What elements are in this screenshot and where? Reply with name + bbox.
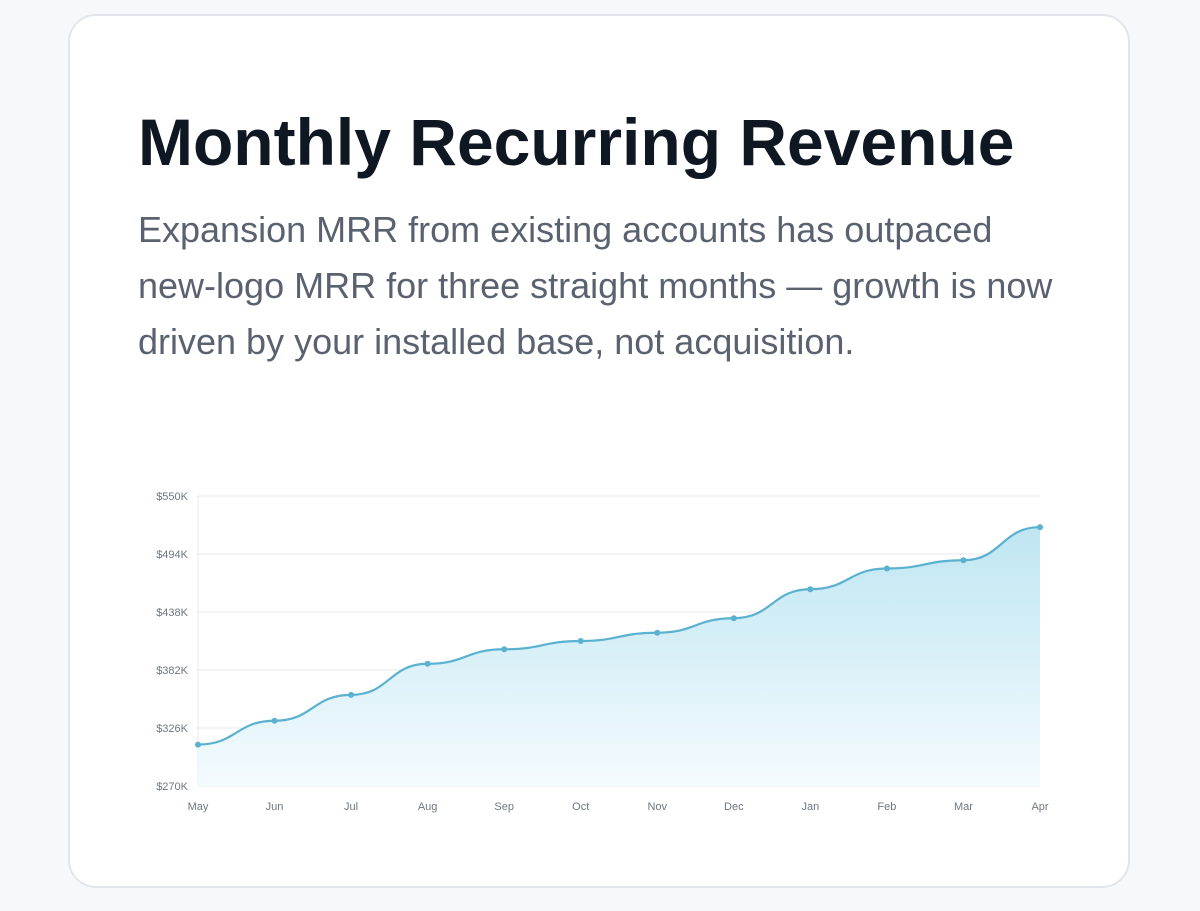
x-axis: May Jun Jul Aug Sep Oct Nov Dec Jan Feb Mar Apr bbox=[188, 801, 1049, 813]
data-point[interactable] bbox=[271, 717, 278, 724]
x-tick-label: Jul bbox=[344, 801, 358, 813]
series-line bbox=[197, 525, 1041, 746]
y-tick-label: $550K bbox=[156, 491, 188, 503]
data-point[interactable] bbox=[730, 615, 737, 622]
x-tick-label: Sep bbox=[494, 801, 514, 813]
data-point[interactable] bbox=[883, 565, 890, 572]
x-tick-label: Feb bbox=[877, 801, 896, 813]
x-tick-label: Jan bbox=[801, 801, 819, 813]
x-tick-label: May bbox=[188, 801, 209, 813]
data-point[interactable] bbox=[348, 691, 355, 698]
data-point[interactable] bbox=[1037, 524, 1043, 531]
data-point[interactable] bbox=[577, 638, 584, 644]
series-area-fill bbox=[198, 527, 1040, 786]
x-tick-label: Oct bbox=[572, 801, 589, 813]
x-tick-label: Aug bbox=[418, 801, 438, 813]
x-tick-label: Dec bbox=[724, 801, 744, 813]
page-subtitle: Expansion MRR from existing accounts has… bbox=[138, 209, 1053, 362]
series-area bbox=[197, 525, 1041, 786]
data-point[interactable] bbox=[501, 646, 508, 653]
y-tick-label: $382K bbox=[156, 665, 188, 677]
x-tick-label: Mar bbox=[954, 801, 973, 813]
data-point[interactable] bbox=[195, 741, 201, 748]
data-point[interactable] bbox=[807, 586, 814, 593]
series-points bbox=[195, 524, 1043, 748]
y-tick-label: $270K bbox=[156, 781, 188, 793]
page-title: Monthly Recurring Revenue bbox=[138, 105, 1015, 179]
x-tick-label: Nov bbox=[647, 801, 667, 813]
y-tick-label: $438K bbox=[156, 607, 188, 619]
x-tick-label: Apr bbox=[1031, 801, 1048, 813]
y-tick-label: $326K bbox=[156, 723, 188, 735]
data-point[interactable] bbox=[424, 660, 431, 667]
y-axis: $550K $494K $438K $382K $326K $270K bbox=[156, 491, 188, 793]
data-point[interactable] bbox=[960, 557, 967, 564]
data-point[interactable] bbox=[654, 629, 661, 636]
x-tick-label: Jun bbox=[266, 801, 284, 813]
y-tick-label: $494K bbox=[156, 549, 188, 561]
